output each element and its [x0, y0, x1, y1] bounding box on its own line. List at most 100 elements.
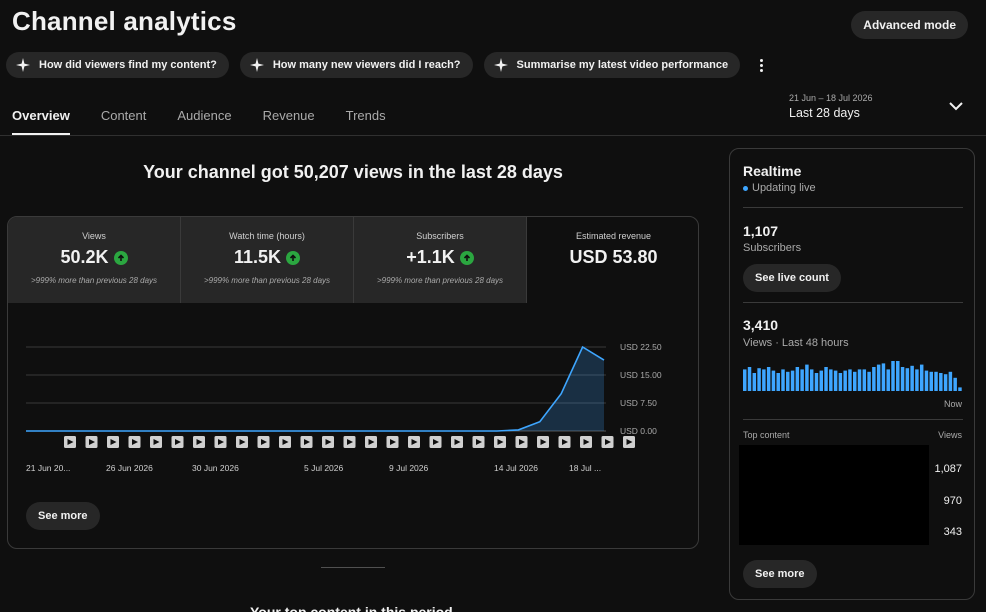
video-marker-icon — [580, 436, 592, 448]
spark-bar — [958, 387, 962, 391]
divider — [743, 419, 963, 420]
realtime-views-label: Views · Last 48 hours — [743, 337, 849, 349]
spark-bar — [934, 371, 938, 391]
metric-note: >999% more than previous 28 days — [203, 276, 331, 285]
top-content-views: 1,087 — [934, 463, 962, 475]
video-marker-icon — [408, 436, 420, 448]
spark-bar — [896, 361, 900, 391]
tab-trends[interactable]: Trends — [345, 108, 386, 123]
video-marker-icon — [451, 436, 463, 448]
metric-value: 50.2K — [60, 247, 109, 267]
date-range-label: Last 28 days — [789, 106, 860, 120]
more-options-icon[interactable] — [751, 52, 771, 78]
x-tick-label: 9 Jul 2026 — [389, 463, 428, 473]
advanced-mode-button[interactable]: Advanced mode — [851, 11, 968, 39]
tabs-divider — [0, 135, 986, 136]
redacted-thumbnails — [739, 445, 929, 545]
spark-bar — [843, 370, 847, 391]
metric-tabs: Views 50.2K >999% more than previous 28 … — [8, 217, 698, 303]
video-marker-icon — [300, 436, 313, 448]
spark-bar — [939, 373, 943, 391]
chip-label: How many new viewers did I reach? — [272, 59, 461, 71]
overview-card: Views 50.2K >999% more than previous 28 … — [7, 216, 699, 549]
spark-bar — [886, 369, 890, 391]
video-marker-icon — [472, 436, 485, 448]
tab-content[interactable]: Content — [100, 108, 147, 123]
metric-revenue[interactable]: Estimated revenue USD 53.80 — [527, 217, 698, 303]
spark-bar — [766, 367, 771, 391]
chevron-down-icon[interactable] — [948, 101, 964, 113]
arrow-up-icon — [459, 250, 474, 265]
chip-find-content[interactable]: How did viewers find my content? — [6, 52, 229, 78]
divider — [743, 302, 963, 303]
realtime-status: Updating live — [743, 182, 816, 194]
y-tick-label: USD 7.50 — [620, 398, 657, 408]
spark-bar — [786, 371, 790, 391]
chip-label: How did viewers find my content? — [39, 59, 217, 71]
video-marker-icon — [365, 436, 377, 448]
x-tick-label: 5 Jul 2026 — [304, 463, 343, 473]
spark-bar — [809, 369, 814, 391]
see-live-count-button[interactable]: See live count — [743, 264, 841, 292]
tab-overview[interactable]: Overview — [12, 108, 70, 135]
metric-watch-time[interactable]: Watch time (hours) 11.5K >999% more than… — [181, 217, 354, 303]
top-content-views: 970 — [943, 495, 962, 507]
video-marker-icon — [429, 436, 442, 448]
spark-bar — [881, 363, 886, 391]
spark-bar — [853, 371, 857, 391]
sparkle-icon — [493, 58, 508, 72]
spark-bar — [776, 373, 780, 391]
tab-audience[interactable]: Audience — [177, 108, 232, 123]
arrow-up-icon — [113, 250, 128, 265]
video-marker-icon — [128, 436, 141, 448]
tab-revenue[interactable]: Revenue — [262, 108, 315, 123]
metric-views[interactable]: Views 50.2K >999% more than previous 28 … — [8, 217, 181, 303]
video-marker-icon — [279, 436, 291, 448]
metric-subscribers[interactable]: Subscribers +1.1K >999% more than previo… — [354, 217, 527, 303]
spark-bar — [848, 369, 852, 391]
spark-bar — [757, 368, 761, 391]
spark-bar — [862, 369, 867, 391]
date-range-selector[interactable]: 21 Jun – 18 Jul 2026 Last 28 days — [789, 93, 873, 120]
chip-new-viewers[interactable]: How many new viewers did I reach? — [239, 52, 473, 78]
video-marker-icon — [107, 436, 119, 448]
video-marker-icon — [623, 436, 635, 448]
views-column-label: Views — [938, 430, 962, 440]
video-marker-icon — [64, 436, 76, 448]
video-marker-icon — [150, 436, 162, 448]
spark-bar — [924, 370, 929, 391]
chip-summarise-video[interactable]: Summarise my latest video performance — [483, 52, 741, 78]
sparkle-icon — [16, 58, 30, 72]
top-content-heading: Your top content in this period — [250, 604, 453, 612]
metric-label: Estimated revenue — [575, 231, 652, 241]
see-more-button[interactable]: See more — [743, 560, 817, 588]
realtime-subscribers-label: Subscribers — [743, 242, 802, 254]
spark-bar — [929, 371, 933, 391]
spark-bar — [747, 367, 752, 391]
revenue-area — [26, 347, 604, 431]
x-tick-label: 14 Jul 2026 — [494, 463, 538, 473]
arrow-up-icon — [286, 250, 301, 265]
metric-label: Views — [82, 231, 106, 241]
realtime-subscribers-value: 1,107 — [743, 223, 779, 239]
date-range-dates: 21 Jun – 18 Jul 2026 — [789, 93, 873, 103]
top-content-label: Top content — [743, 430, 790, 440]
see-more-button[interactable]: See more — [26, 502, 100, 530]
metric-note: >999% more than previous 28 days — [376, 276, 504, 285]
video-marker-icon — [322, 436, 334, 448]
video-marker-icon — [193, 436, 205, 448]
spark-bar — [948, 371, 953, 391]
spark-bar — [943, 374, 948, 391]
video-marker-icon — [558, 436, 571, 448]
tab-bar: Overview Content Audience Revenue Trends — [12, 108, 386, 135]
spark-bar — [829, 369, 833, 391]
metric-value: +1.1K — [406, 247, 455, 267]
spark-bar — [790, 370, 795, 391]
spark-bar — [905, 368, 910, 391]
video-marker-icon — [494, 436, 506, 448]
x-tick-label: 21 Jun 20... — [26, 463, 70, 473]
spark-bar — [838, 373, 843, 391]
spark-bar — [795, 367, 800, 391]
spark-bar — [781, 369, 785, 391]
metric-value: 11.5K — [233, 247, 282, 267]
